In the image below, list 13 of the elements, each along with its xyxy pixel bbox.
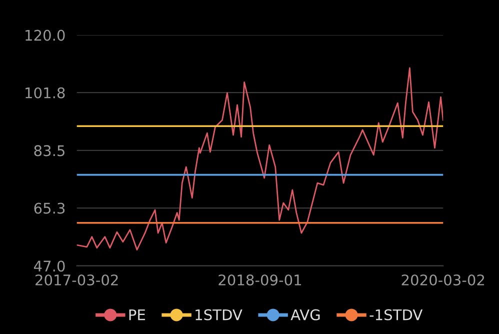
y-tick-label: 83.5	[34, 145, 64, 156]
line-series	[76, 67, 444, 250]
x-tick-label: 2020-03-02	[402, 274, 484, 286]
legend-label: PE	[129, 309, 145, 320]
legend-label: AVG	[290, 309, 320, 320]
y-tick-label: 101.8	[26, 87, 65, 98]
y-tick-label: 65.3	[34, 202, 65, 214]
legend-label: 1STDV	[196, 309, 242, 320]
x-tick-label: 2017-03-02	[36, 274, 118, 286]
x-tick-label: 2018-09-01	[218, 274, 302, 286]
y-tick-label: 47.0	[34, 260, 65, 272]
y-tick-label: 120.0	[26, 30, 65, 41]
legend-label: -1STDV	[370, 309, 423, 320]
